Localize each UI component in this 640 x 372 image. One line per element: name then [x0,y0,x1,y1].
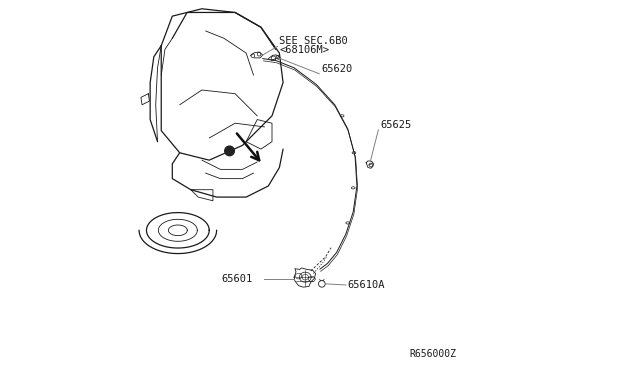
Text: <68106M>: <68106M> [280,45,330,55]
Text: 65601: 65601 [221,274,253,284]
Circle shape [225,146,234,156]
Text: SEE SEC.6B0: SEE SEC.6B0 [280,36,348,46]
Text: 65620: 65620 [321,64,353,74]
Text: R656000Z: R656000Z [410,349,456,359]
Text: 65610A: 65610A [348,280,385,290]
Text: 65625: 65625 [380,120,412,130]
